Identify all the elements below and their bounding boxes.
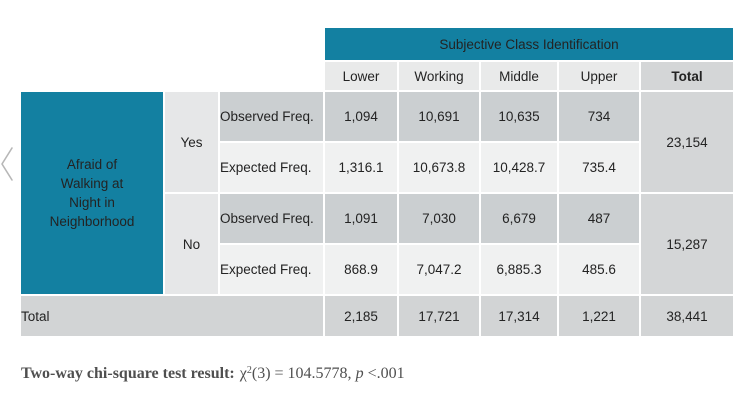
measure-label-observed: Observed Freq.: [220, 194, 323, 243]
cell-no-expected-lower: 868.9: [325, 245, 397, 294]
cell-total-middle: 17,314: [481, 296, 557, 336]
row-yes-observed: Afraid of Walking at Night in Neighborho…: [21, 92, 733, 294]
measure-label-expected: Expected Freq.: [220, 143, 323, 192]
p-symbol: p: [355, 365, 364, 382]
chi-square-caption: Two-way chi-square test result: χ2(3) = 1…: [21, 365, 405, 383]
row-variable-line: Neighborhood: [49, 214, 135, 229]
measure-label-expected: Expected Freq.: [220, 245, 323, 294]
cell-yes-observed-upper: 734: [559, 92, 639, 141]
cell-no-observed-working: 7,030: [399, 194, 479, 243]
cell-no-observed-middle: 6,679: [481, 194, 557, 243]
row-no-expected: Expected Freq. 868.9 7,047.2 6,885.3 485…: [21, 245, 733, 294]
column-header-total: Total: [641, 62, 733, 90]
row-group-no: No: [165, 194, 218, 294]
cell-no-expected-working: 7,047.2: [399, 245, 479, 294]
column-header-upper: Upper: [559, 62, 639, 90]
row-variable-line: Afraid of: [66, 157, 118, 172]
column-totals-row: Total 2,185 17,721 17,314 1,221 38,441: [21, 296, 733, 336]
row-group-yes: Yes: [165, 92, 218, 192]
contingency-table: Subjective Class Identification Lower Wo…: [19, 26, 735, 338]
row-variable-line: Night in: [69, 195, 115, 210]
column-header-lower: Lower: [325, 62, 397, 90]
cell-yes-row-total: 23,154: [641, 92, 733, 192]
p-value: <.001: [367, 365, 405, 382]
cell-total-lower: 2,185: [325, 296, 397, 336]
row-yes-expected: Expected Freq. 1,316.1 10,673.8 10,428.7…: [21, 143, 733, 192]
row-variable-line: Walking at: [60, 176, 124, 191]
measure-label-observed: Observed Freq.: [220, 92, 323, 141]
cell-no-expected-middle: 6,885.3: [481, 245, 557, 294]
cell-yes-expected-upper: 735.4: [559, 143, 639, 192]
column-group-header: Subjective Class Identification: [325, 28, 733, 60]
cell-yes-observed-middle: 10,635: [481, 92, 557, 141]
cell-yes-expected-middle: 10,428.7: [481, 143, 557, 192]
cell-yes-expected-lower: 1,316.1: [325, 143, 397, 192]
chi-symbol: χ: [239, 365, 247, 382]
cell-yes-observed-lower: 1,094: [325, 92, 397, 141]
caption-prefix: Two-way chi-square test result:: [21, 365, 235, 382]
spacer-cell: [21, 28, 323, 60]
cell-no-observed-lower: 1,091: [325, 194, 397, 243]
cell-no-observed-upper: 487: [559, 194, 639, 243]
row-no-observed: No Observed Freq. 1,091 7,030 6,679 487 …: [21, 194, 733, 294]
totals-row-label: Total: [21, 296, 323, 336]
cell-yes-observed-working: 10,691: [399, 92, 479, 141]
column-header-middle: Middle: [481, 62, 557, 90]
spacer-cell: [21, 62, 323, 90]
chi-exponent: 2: [246, 365, 252, 376]
carousel-prev-button[interactable]: [0, 146, 14, 182]
caption-statistic: (3) = 104.5778,: [251, 365, 352, 382]
cell-total-upper: 1,221: [559, 296, 639, 336]
column-header-row: Lower Working Middle Upper Total: [21, 62, 733, 90]
row-variable-header: Afraid of Walking at Night in Neighborho…: [21, 92, 163, 294]
chevron-left-icon: [1, 147, 13, 181]
column-group-header-row: Subjective Class Identification: [21, 28, 733, 60]
cell-no-expected-upper: 485.6: [559, 245, 639, 294]
column-header-working: Working: [399, 62, 479, 90]
cell-yes-expected-working: 10,673.8: [399, 143, 479, 192]
cell-no-row-total: 15,287: [641, 194, 733, 294]
cell-total-working: 17,721: [399, 296, 479, 336]
cell-grand-total: 38,441: [641, 296, 733, 336]
